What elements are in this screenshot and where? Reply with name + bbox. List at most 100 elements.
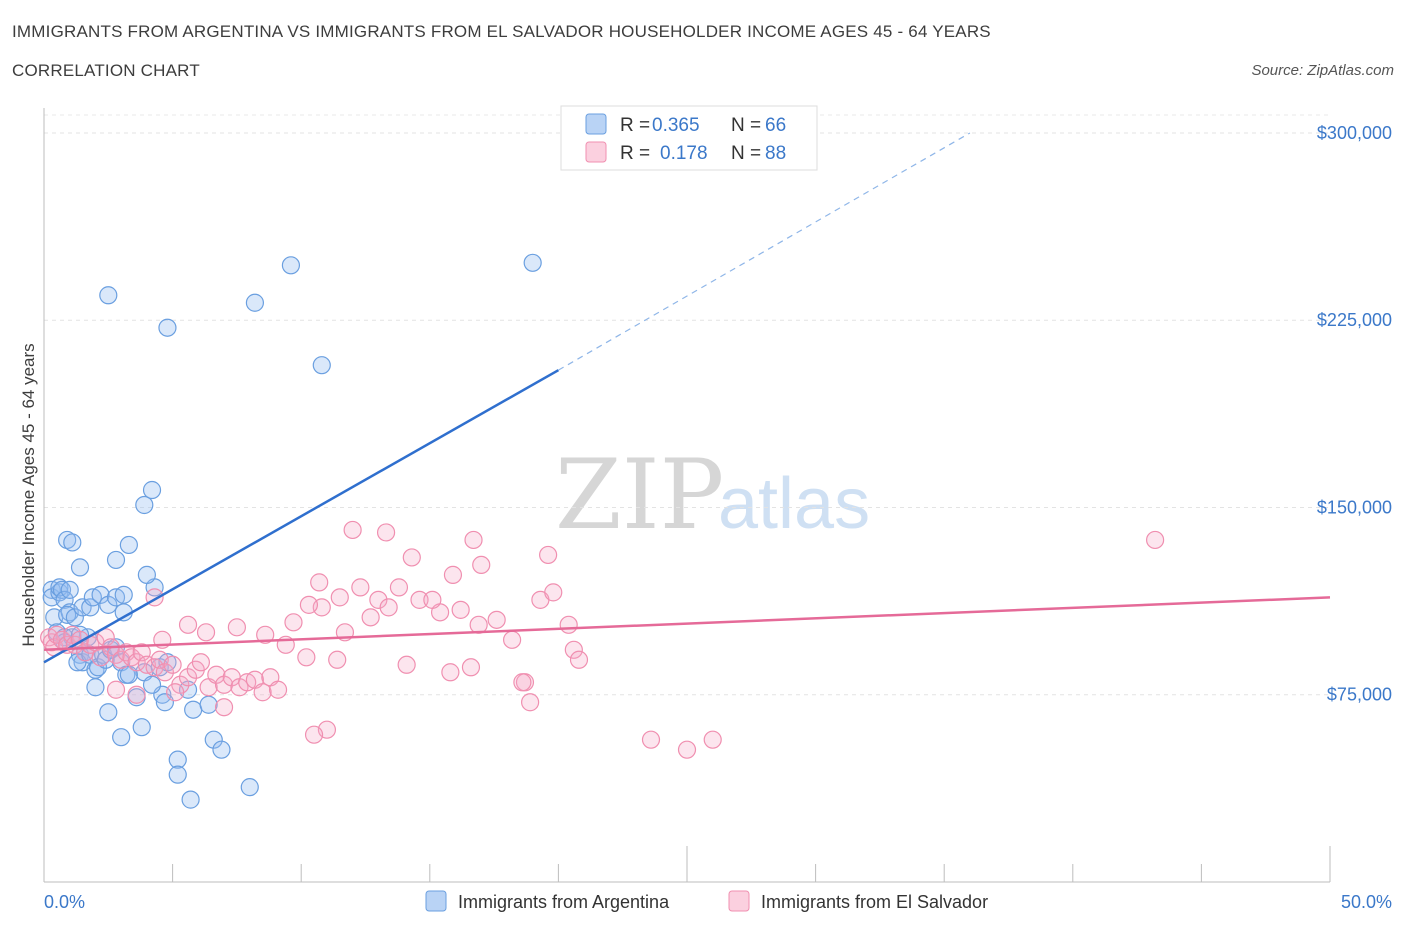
point-elsalvador — [178, 668, 198, 687]
point-argentina — [99, 703, 118, 722]
point-elsalvador — [361, 608, 380, 627]
point-elsalvador — [451, 600, 470, 619]
y-tick-label: $225,000 — [1317, 310, 1392, 330]
point-elsalvador — [1146, 530, 1165, 550]
point-elsalvador — [503, 630, 522, 649]
point-argentina — [240, 778, 259, 797]
point-argentina — [212, 740, 231, 759]
point-argentina — [168, 750, 187, 769]
point-argentina — [132, 718, 151, 737]
point-elsalvador — [441, 663, 460, 682]
legend-n-label-elsalvador: N = — [731, 143, 761, 164]
x-tick-label-min: 0.0% — [44, 892, 85, 912]
legend-r-label-elsalvador: R = — [620, 143, 650, 164]
point-argentina — [65, 608, 84, 627]
point-elsalvador — [343, 520, 362, 540]
point-elsalvador — [677, 740, 697, 759]
point-elsalvador — [297, 648, 316, 667]
point-argentina — [184, 700, 203, 719]
point-elsalvador — [268, 680, 288, 699]
legend-n-label-argentina: N = — [731, 115, 761, 136]
legend-top: R = 0.365 N = 66 R = 0.178 N = 88 — [560, 105, 818, 171]
legend-swatch-argentina — [585, 113, 607, 135]
point-argentina — [158, 318, 177, 337]
point-elsalvador — [487, 610, 506, 629]
point-elsalvador — [166, 683, 185, 702]
point-elsalvador — [464, 530, 483, 550]
point-elsalvador — [214, 675, 234, 694]
point-elsalvador — [196, 623, 216, 642]
trend-line-argentina — [43, 369, 560, 664]
point-argentina — [168, 765, 187, 784]
point-argentina — [135, 495, 154, 515]
trend-extension-argentina — [558, 132, 971, 371]
point-argentina — [204, 730, 223, 749]
point-elsalvador — [379, 598, 398, 617]
legend-bottom-swatch-elsalvador — [728, 890, 750, 912]
y-tick-label: $300,000 — [1317, 123, 1392, 143]
point-elsalvador — [256, 625, 275, 644]
chart-title: IMMIGRANTS FROM ARGENTINA VS IMMIGRANTS … — [12, 22, 991, 41]
point-elsalvador — [310, 573, 329, 592]
point-argentina — [70, 558, 90, 577]
point-elsalvador — [106, 680, 126, 699]
point-elsalvador — [544, 583, 563, 602]
legend-bottom-label-elsalvador: Immigrants from El Salvador — [761, 892, 988, 912]
point-argentina — [312, 356, 331, 375]
point-elsalvador — [127, 685, 146, 704]
point-elsalvador — [410, 590, 429, 609]
gridlines — [44, 114, 1330, 696]
x-tick-labels: 0.0% 50.0% — [44, 892, 1392, 912]
point-argentina — [114, 585, 133, 604]
y-tick-labels: $75,000 $150,000 $225,000 $300,000 — [1317, 123, 1392, 705]
point-elsalvador — [641, 730, 661, 749]
point-elsalvador — [328, 650, 347, 669]
legend-swatch-elsalvador — [585, 141, 607, 163]
point-argentina — [181, 790, 200, 809]
point-elsalvador — [299, 595, 319, 614]
watermark-zip: ZIP — [555, 439, 724, 551]
legend-bottom-swatch-argentina — [425, 890, 447, 912]
point-elsalvador — [191, 653, 210, 672]
point-elsalvador — [443, 565, 463, 584]
point-elsalvador — [253, 683, 272, 702]
legend-r-value-argentina: 0.365 — [652, 115, 700, 136]
point-elsalvador — [155, 663, 174, 682]
point-argentina — [60, 580, 79, 599]
point-argentina — [112, 728, 131, 747]
point-elsalvador — [397, 655, 416, 674]
point-elsalvador — [178, 615, 198, 634]
point-argentina — [63, 533, 82, 552]
legend-n-value-argentina: 66 — [765, 115, 786, 136]
trend-line-elsalvador — [43, 596, 1331, 652]
series-elsalvador-points — [40, 520, 1165, 759]
point-elsalvador — [521, 693, 540, 712]
watermark: ZIP atlas — [555, 439, 870, 551]
y-tick-label: $150,000 — [1317, 497, 1392, 517]
legend-bottom-label-argentina: Immigrants from Argentina — [458, 892, 670, 912]
watermark-atlas: atlas — [718, 464, 870, 544]
point-elsalvador — [423, 590, 442, 609]
point-argentina — [199, 695, 218, 714]
point-elsalvador — [369, 590, 388, 609]
legend-r-value-elsalvador: 0.178 — [660, 143, 708, 164]
point-elsalvador — [376, 523, 396, 542]
point-argentina — [99, 286, 118, 305]
point-elsalvador — [330, 588, 349, 607]
y-axis-label: Householder Income Ages 45 - 64 years — [19, 343, 38, 646]
point-argentina — [106, 550, 126, 570]
point-elsalvador — [472, 555, 491, 575]
trend-lines — [43, 132, 1331, 664]
point-elsalvador — [389, 578, 409, 597]
point-argentina — [86, 678, 105, 697]
point-argentina — [142, 480, 162, 500]
legend-bottom: Immigrants from Argentina Immigrants fro… — [425, 890, 988, 912]
chart-subtitle: CORRELATION CHART — [12, 61, 200, 80]
point-elsalvador — [122, 648, 141, 667]
point-elsalvador — [214, 698, 234, 717]
point-elsalvador — [402, 548, 421, 567]
point-argentina — [91, 585, 110, 604]
x-tick-label-max: 50.0% — [1341, 892, 1392, 912]
source-note: Source: ZipAtlas.com — [1251, 62, 1394, 79]
